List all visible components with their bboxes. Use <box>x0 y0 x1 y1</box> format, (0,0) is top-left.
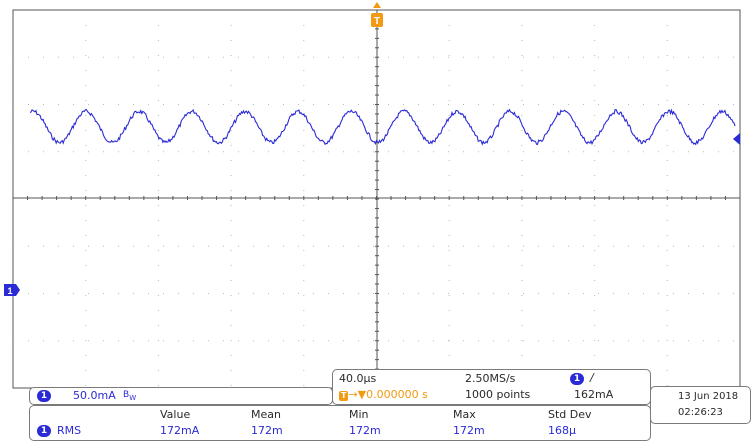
ch1-waveform-trace <box>29 108 736 146</box>
trigger-level: 162mA <box>574 388 614 401</box>
datetime-panel: 13 Jun 2018 02:26:23 <box>650 386 751 424</box>
ch1-scale-value: 50.0mA <box>73 389 116 402</box>
measurement-mean: 172m <box>251 424 283 437</box>
measurement-std-dev: 168µ <box>548 424 576 437</box>
trigger-position-marker[interactable]: T <box>371 2 383 27</box>
ch1-marker-label: 1 <box>7 286 12 296</box>
trigger-offset-value: 0.000000 s <box>366 388 428 401</box>
time-per-div: 40.0µs <box>339 372 377 385</box>
trigger-caret-icon <box>373 2 381 8</box>
date-label: 13 Jun 2018 <box>678 391 739 402</box>
measurement-value: 172mA <box>160 424 200 437</box>
arrow-icon: →▼ <box>348 388 367 401</box>
sample-rate: 2.50MS/s <box>465 372 516 385</box>
graticule: T 1 <box>4 2 741 389</box>
trigger-offset-icon: T <box>339 391 349 401</box>
trigger-offset-row: T →▼0.000000 s <box>339 388 428 401</box>
ch1-badge: 1 <box>37 390 51 402</box>
measurement-header-std-dev: Std Dev <box>548 408 592 421</box>
measurement-min: 172m <box>349 424 381 437</box>
bw-limit-icon: BW <box>123 390 137 402</box>
measurement-header-value: Value <box>160 408 191 421</box>
measurement-header-mean: Mean <box>251 408 281 421</box>
measurement-header-min: Min <box>349 408 369 421</box>
measurement-panel[interactable]: Value Mean Min Max Std Dev 1 RMS 172mA 1… <box>29 405 651 441</box>
time-label: 02:26:23 <box>678 407 723 418</box>
timebase-trigger-panel[interactable]: 40.0µs T →▼0.000000 s 2.50MS/s 1000 point… <box>332 369 651 405</box>
rising-edge-icon: ∕ <box>590 371 594 384</box>
measurement-type: RMS <box>57 424 82 437</box>
channel-scale-bar[interactable]: 1 50.0mA BW <box>29 387 333 405</box>
measurement-header-max: Max <box>453 408 476 421</box>
record-length: 1000 points <box>465 388 531 401</box>
ch1-ground-marker[interactable]: 1 <box>4 284 20 296</box>
trigger-marker-box <box>371 13 383 27</box>
trigger-marker-label: T <box>374 16 380 27</box>
trigger-level-arrow-icon[interactable] <box>733 133 740 145</box>
measurement-ch1-badge: 1 <box>37 425 51 437</box>
measurement-max: 172m <box>453 424 485 437</box>
trigger-channel-badge: 1 <box>570 373 584 385</box>
ch1-marker-shape <box>4 284 20 296</box>
